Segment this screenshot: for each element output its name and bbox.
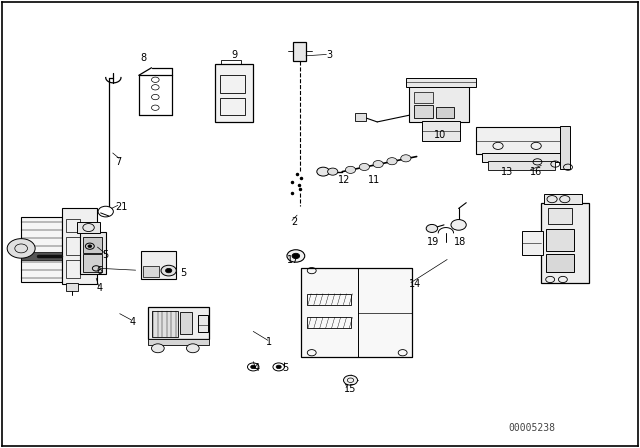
Text: 5: 5	[102, 250, 109, 260]
Text: 4: 4	[96, 283, 102, 293]
Circle shape	[186, 344, 199, 353]
Bar	[180, 312, 191, 334]
Bar	[541, 202, 589, 283]
Bar	[293, 42, 306, 60]
Bar	[221, 60, 241, 64]
Bar	[220, 99, 245, 115]
Text: 19: 19	[427, 237, 439, 247]
Bar	[355, 113, 367, 121]
Text: 4: 4	[253, 363, 259, 373]
Text: 11: 11	[368, 175, 380, 185]
Circle shape	[346, 166, 356, 173]
Circle shape	[373, 160, 383, 168]
Bar	[522, 231, 543, 255]
Bar	[66, 284, 78, 292]
Bar	[148, 339, 209, 345]
Text: 15: 15	[344, 384, 356, 394]
Bar	[21, 217, 63, 282]
Bar	[80, 232, 106, 274]
Bar	[198, 314, 208, 332]
Bar	[143, 266, 159, 277]
Text: 6: 6	[96, 266, 102, 276]
Bar	[414, 92, 433, 103]
Bar	[141, 250, 175, 280]
Text: 18: 18	[454, 237, 466, 247]
Circle shape	[451, 220, 467, 230]
Bar	[307, 294, 351, 305]
Circle shape	[292, 253, 300, 258]
Bar	[488, 161, 556, 170]
Bar	[215, 64, 253, 122]
Circle shape	[328, 168, 338, 175]
Text: 1: 1	[266, 336, 272, 347]
Bar	[220, 75, 245, 93]
Bar	[409, 86, 469, 122]
Text: 12: 12	[338, 175, 350, 185]
Bar	[148, 307, 209, 340]
Circle shape	[401, 155, 411, 162]
Bar	[546, 254, 574, 272]
Bar	[476, 127, 568, 154]
Text: 14: 14	[409, 279, 421, 289]
Text: 2: 2	[291, 217, 298, 227]
Circle shape	[387, 158, 397, 165]
Bar	[548, 208, 572, 224]
Bar	[77, 222, 100, 233]
Bar	[436, 107, 454, 118]
Text: 7: 7	[115, 157, 122, 167]
Text: 16: 16	[530, 167, 542, 177]
Circle shape	[344, 375, 358, 385]
Bar	[301, 268, 412, 357]
Bar	[83, 237, 102, 253]
Bar	[422, 121, 460, 141]
Bar	[482, 153, 562, 162]
Text: 5: 5	[180, 268, 186, 278]
Text: 9: 9	[231, 50, 237, 60]
Text: 3: 3	[326, 50, 333, 60]
Circle shape	[317, 167, 330, 176]
Bar	[358, 268, 412, 357]
Circle shape	[166, 268, 172, 273]
Text: 5: 5	[282, 363, 288, 373]
Text: 21: 21	[115, 202, 127, 212]
Text: 17: 17	[287, 255, 300, 265]
Bar	[546, 229, 574, 250]
Text: 8: 8	[141, 52, 147, 63]
Circle shape	[276, 365, 281, 369]
Bar	[152, 311, 178, 337]
Bar	[307, 317, 351, 328]
Text: 13: 13	[501, 167, 513, 177]
Circle shape	[88, 245, 92, 248]
Circle shape	[287, 250, 305, 262]
Text: 10: 10	[435, 130, 447, 140]
Bar	[66, 219, 79, 232]
Text: 4: 4	[129, 317, 136, 327]
Bar	[63, 208, 97, 284]
Bar	[66, 260, 79, 278]
Bar	[414, 105, 433, 118]
Bar	[544, 194, 582, 204]
Bar	[561, 126, 570, 168]
Circle shape	[426, 224, 438, 233]
Circle shape	[161, 265, 176, 276]
Bar	[21, 251, 63, 259]
Bar	[406, 78, 476, 87]
Circle shape	[251, 365, 256, 369]
Circle shape	[359, 164, 369, 171]
Bar	[83, 254, 102, 272]
Circle shape	[7, 239, 35, 258]
Circle shape	[152, 344, 164, 353]
Bar	[66, 237, 79, 255]
Text: 00005238: 00005238	[508, 422, 556, 433]
